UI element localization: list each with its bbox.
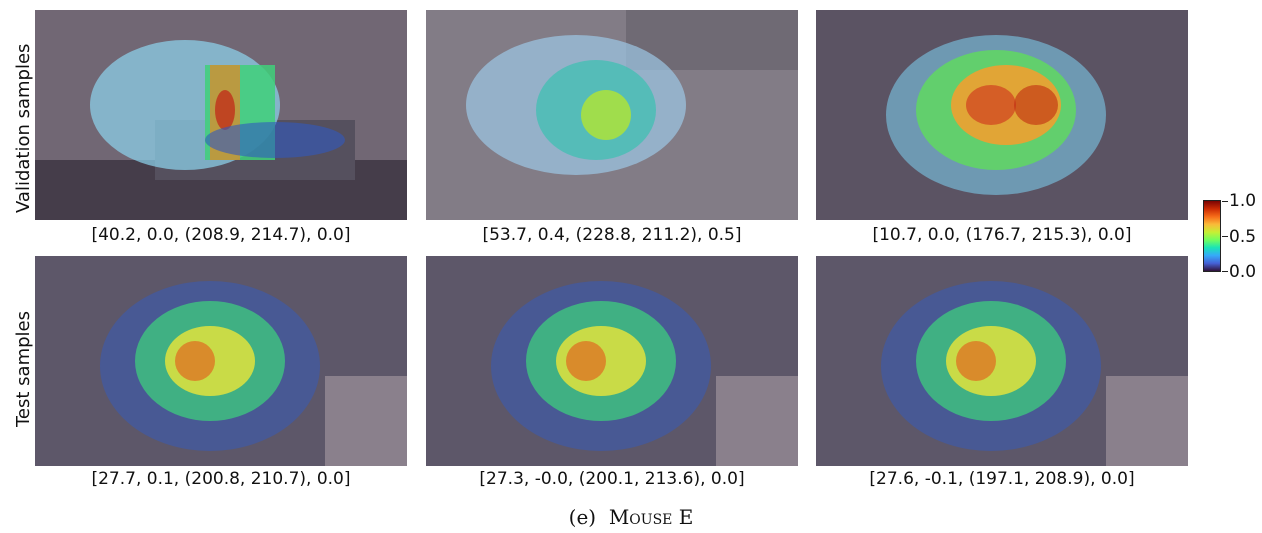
row-label-test: Test samples	[13, 311, 34, 427]
panel-caption-validation-3: [10.7, 0.0, (176.7, 215.3), 0.0]	[872, 225, 1132, 245]
heatmap-panel-test-3	[816, 256, 1188, 466]
colorbar-label-top: 1.0	[1229, 191, 1257, 211]
heatmap-panel-validation-2	[426, 10, 798, 220]
row-label-validation: Validation samples	[13, 43, 34, 213]
colorbar-tick-mid	[1222, 236, 1228, 237]
panel-caption-validation-2: [53.7, 0.4, (228.8, 211.2), 0.5]	[482, 225, 742, 245]
heatmap-panel-test-1	[35, 256, 407, 466]
panel-caption-test-1: [27.7, 0.1, (200.8, 210.7), 0.0]	[91, 469, 351, 489]
heatmap-panel-validation-3	[816, 10, 1188, 220]
panel-caption-test-3: [27.6, -0.1, (197.1, 208.9), 0.0]	[869, 469, 1135, 489]
heatmap-panel-validation-1	[35, 10, 407, 220]
colorbar-label-bottom: 0.0	[1229, 262, 1257, 282]
panel-caption-test-2: [27.3, -0.0, (200.1, 213.6), 0.0]	[479, 469, 745, 489]
figure-subcaption: (e) Mouse E	[0, 505, 1262, 529]
colorbar	[1203, 200, 1221, 272]
colorbar-tick-top	[1222, 201, 1228, 202]
heatmap-panel-test-2	[426, 256, 798, 466]
colorbar-tick-bottom	[1222, 271, 1228, 272]
colorbar-label-mid: 0.5	[1229, 227, 1257, 247]
subcaption-name: Mouse E	[608, 505, 694, 529]
subcaption-prefix: (e)	[568, 505, 597, 529]
panel-caption-validation-1: [40.2, 0.0, (208.9, 214.7), 0.0]	[91, 225, 351, 245]
